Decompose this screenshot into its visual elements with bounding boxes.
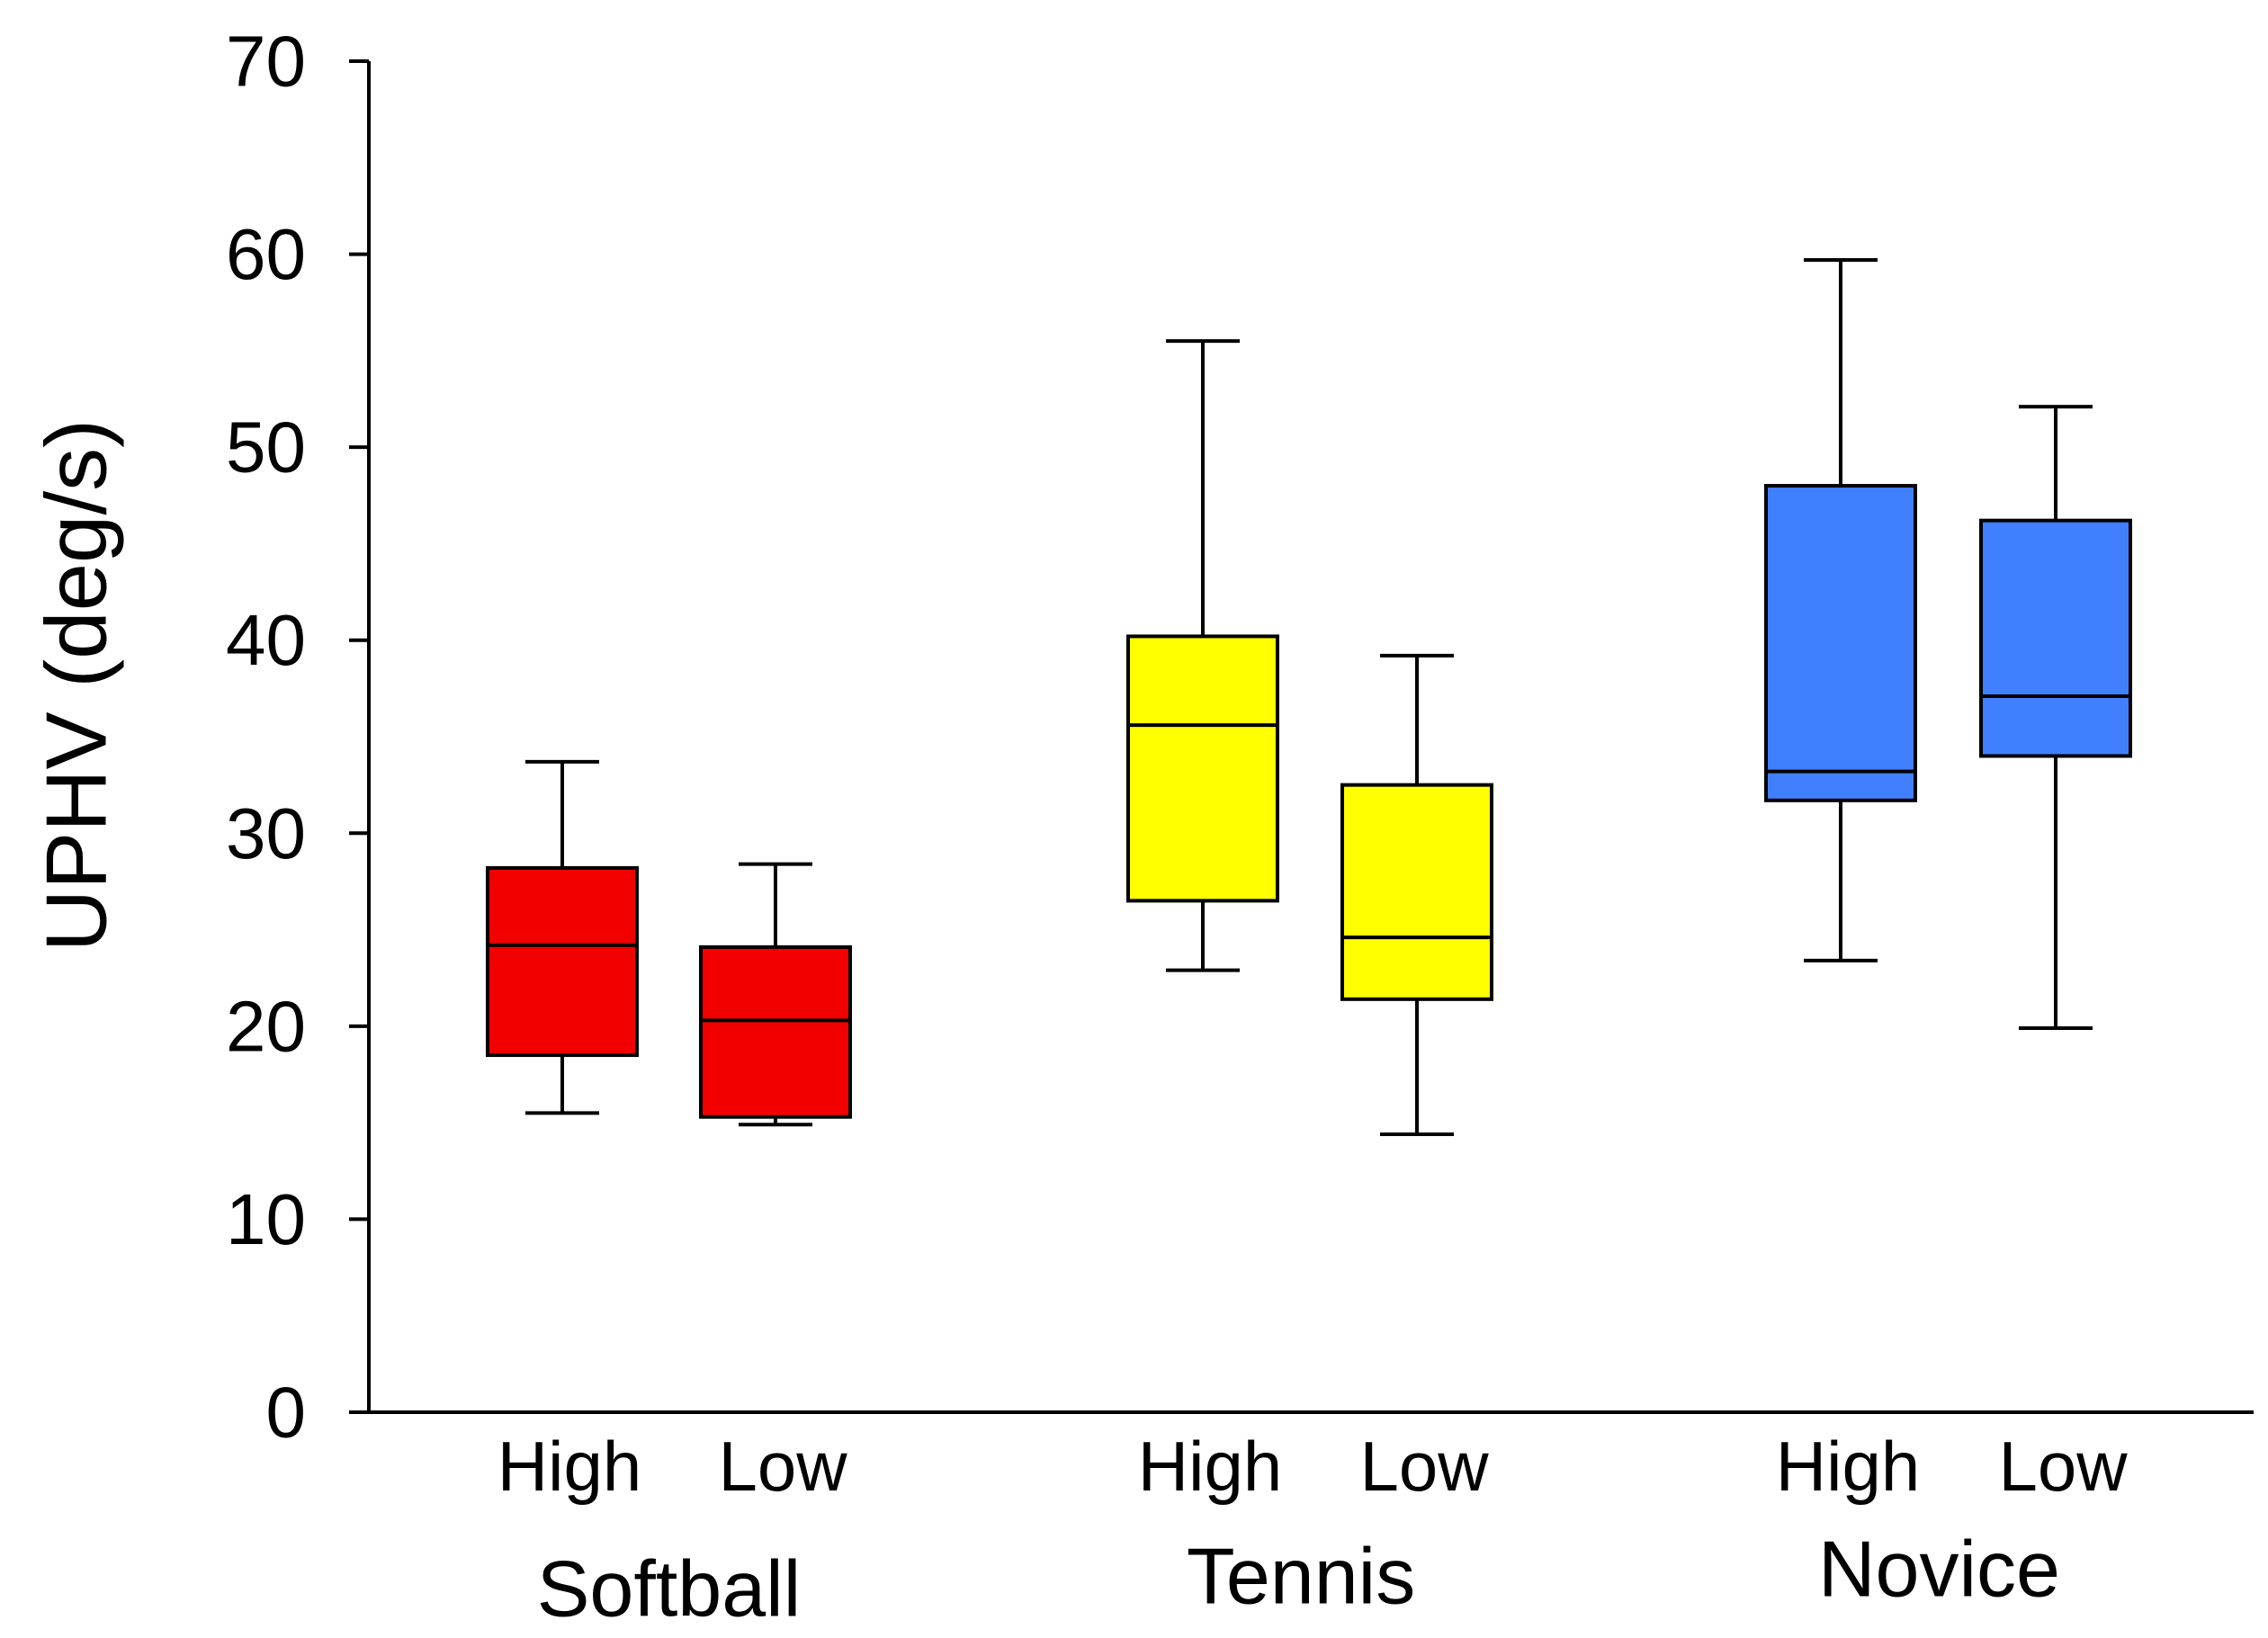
box-label-tennis-high: High xyxy=(1138,1427,1282,1506)
group-label-tennis: Tennis xyxy=(1187,1532,1415,1621)
softball-high-box xyxy=(486,865,639,1058)
box-label-tennis-low: Low xyxy=(1359,1427,1489,1506)
y-tick-label: 30 xyxy=(226,793,306,873)
softball-low-box xyxy=(699,944,852,1119)
box-label-novice-low: Low xyxy=(1998,1427,2128,1506)
y-tick-label: 40 xyxy=(226,600,306,680)
box-series xyxy=(486,258,2132,1137)
y-tick-label: 0 xyxy=(266,1373,307,1453)
novice-low-box xyxy=(1979,518,2132,758)
y-tick-label: 10 xyxy=(226,1179,306,1259)
box-label-softball-high: High xyxy=(498,1427,641,1506)
category-labels: High Low Softball High Low Tennis High Low Novic… xyxy=(498,1427,2128,1634)
tennis-high-box xyxy=(1126,634,1279,903)
group-label-softball: Softball xyxy=(537,1544,802,1634)
box-label-softball-low: Low xyxy=(718,1427,847,1506)
y-tick-label: 70 xyxy=(226,22,306,102)
group-label-novice: Novice xyxy=(1818,1525,2060,1614)
tennis-low-box xyxy=(1340,783,1493,1001)
novice-high-box xyxy=(1764,484,1917,802)
y-axis: 0 10 20 30 40 50 60 70 xyxy=(226,22,371,1453)
y-tick-label: 20 xyxy=(226,986,306,1066)
y-axis-title: UPHV (deg/s) xyxy=(29,419,125,952)
y-tick-label: 50 xyxy=(226,407,306,488)
y-tick-label: 60 xyxy=(226,214,306,294)
box-label-novice-high: High xyxy=(1776,1427,1920,1506)
